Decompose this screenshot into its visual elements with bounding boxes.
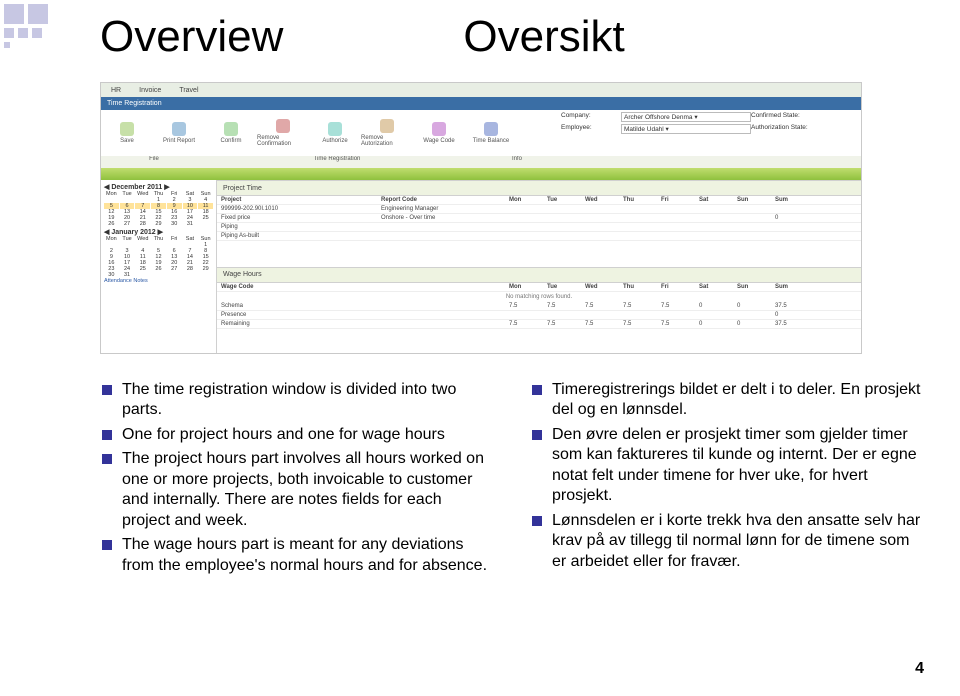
- ss-project-grid: ProjectReport CodeMonTueWedThuFriSatSunS…: [217, 196, 861, 267]
- ss-project-header: Project Time: [217, 180, 861, 196]
- page-number: 4: [915, 660, 924, 678]
- toolbar-label: Confirm: [220, 138, 241, 144]
- ss-toolbar-button: Wage Code: [413, 110, 465, 156]
- bullet-item: Lønnsdelen er i korte trekk hva den ansa…: [530, 511, 924, 572]
- ss-grid-row: Piping As-built: [217, 232, 861, 241]
- bullet-columns: The time registration window is divided …: [100, 380, 924, 580]
- ss-toolbar-button: Remove Autorization: [361, 110, 413, 156]
- toolbar-label: Authorize: [322, 138, 347, 144]
- ss-tab: Invoice: [139, 87, 161, 94]
- app-screenshot: HR Invoice Travel Time Registration Save Pr…: [100, 82, 862, 354]
- ss-tool-groups: FileTime RegistrationInfo: [101, 156, 861, 168]
- ss-attendance-notes: Attendance Notes: [104, 278, 213, 284]
- ss-tool-group-label: File: [101, 156, 207, 168]
- ss-header-right: Company:Archer Offshore Denma ▾Confirmed…: [561, 112, 861, 134]
- ss-toolbar: Save Print Report Confirm Remove Confirmati…: [101, 110, 861, 156]
- ss-tabbar-label: Time Registration: [107, 100, 162, 107]
- ss-cal-month: ◀ December 2011 ▶: [104, 183, 213, 191]
- title-norwegian: Oversikt: [463, 12, 624, 62]
- bullet-item: The wage hours part is meant for any dev…: [100, 535, 494, 576]
- decor-square: [4, 42, 10, 48]
- toolbar-icon: [432, 122, 446, 136]
- toolbar-icon: [120, 122, 134, 136]
- toolbar-label: Print Report: [163, 138, 195, 144]
- ss-grid-row: 999999-202.90I.1010Engineering Manager: [217, 205, 861, 214]
- toolbar-icon: [172, 122, 186, 136]
- decor-square: [18, 28, 28, 38]
- ss-grid-row: ProjectReport CodeMonTueWedThuFriSatSunS…: [217, 196, 861, 205]
- bullet-item: One for project hours and one for wage h…: [100, 425, 494, 445]
- bullet-item: Den øvre delen er prosjekt timer som gje…: [530, 425, 924, 507]
- toolbar-icon: [328, 122, 342, 136]
- ss-toolbar-button: Authorize: [309, 110, 361, 156]
- ss-main: Project Time ProjectReport CodeMonTueWed…: [217, 180, 861, 353]
- left-bullet-list: The time registration window is divided …: [100, 380, 494, 576]
- toolbar-label: Wage Code: [423, 138, 454, 144]
- ss-grid-row: Presence0: [217, 311, 861, 320]
- left-column: The time registration window is divided …: [100, 380, 494, 580]
- ss-nomatch: No matching rows found.: [217, 292, 861, 302]
- ss-calendar: ◀ December 2011 ▶MonTueWedThuFriSatSun12…: [101, 180, 217, 353]
- ss-wage-header: Wage Hours: [217, 267, 861, 283]
- right-bullet-list: Timeregistrerings bildet er delt i to de…: [530, 380, 924, 572]
- toolbar-label: Time Balance: [473, 138, 509, 144]
- title-english: Overview: [100, 12, 283, 62]
- ss-project-title: Project Time: [223, 185, 262, 192]
- ss-grid-row: Piping: [217, 223, 861, 232]
- ss-toolbar-button: Save: [101, 110, 153, 156]
- ss-grid-row: Remaining7.57.57.57.57.50037.5: [217, 320, 861, 329]
- right-column: Timeregistrerings bildet er delt i to de…: [530, 380, 924, 580]
- ss-green-band: [101, 168, 861, 180]
- ss-cal-month: ◀ January 2012 ▶: [104, 228, 213, 236]
- toolbar-icon: [276, 119, 290, 133]
- toolbar-label: Remove Confirmation: [257, 135, 309, 147]
- toolbar-icon: [484, 122, 498, 136]
- ss-cal-week: 262728293031: [104, 221, 213, 227]
- slide-titles: Overview Oversikt: [100, 12, 920, 62]
- ss-wage-grid: Wage CodeMonTueWedThuFriSatSunSumNo matc…: [217, 283, 861, 354]
- bullet-item: Timeregistrerings bildet er delt i to de…: [530, 380, 924, 421]
- ss-tool-group-label: Info: [467, 156, 567, 168]
- ss-grid-row: Wage CodeMonTueWedThuFriSatSunSum: [217, 283, 861, 292]
- ss-top-tabs: HR Invoice Travel: [101, 83, 861, 97]
- ss-grid-row: Schema7.57.57.57.57.50037.5: [217, 302, 861, 311]
- decor-square: [28, 4, 48, 24]
- ss-wage-title: Wage Hours: [223, 271, 262, 278]
- decor-square: [32, 28, 42, 38]
- ss-body: ◀ December 2011 ▶MonTueWedThuFriSatSun12…: [101, 180, 861, 353]
- ss-toolbar-button: Print Report: [153, 110, 205, 156]
- ss-toolbar-button: Confirm: [205, 110, 257, 156]
- toolbar-icon: [380, 119, 394, 133]
- ss-tab: Travel: [179, 87, 198, 94]
- toolbar-icon: [224, 122, 238, 136]
- toolbar-label: Remove Autorization: [361, 135, 413, 147]
- decor-square: [4, 4, 24, 24]
- toolbar-label: Save: [120, 138, 134, 144]
- ss-toolbar-button: Time Balance: [465, 110, 517, 156]
- ss-tabbar: Time Registration: [101, 97, 861, 110]
- ss-grid-row: Fixed priceOnshore - Over time0: [217, 214, 861, 223]
- decor-square: [4, 28, 14, 38]
- bullet-item: The project hours part involves all hour…: [100, 449, 494, 531]
- ss-tab: HR: [111, 87, 121, 94]
- ss-toolbar-button: Remove Confirmation: [257, 110, 309, 156]
- ss-tool-group-label: Time Registration: [207, 156, 467, 168]
- bullet-item: The time registration window is divided …: [100, 380, 494, 421]
